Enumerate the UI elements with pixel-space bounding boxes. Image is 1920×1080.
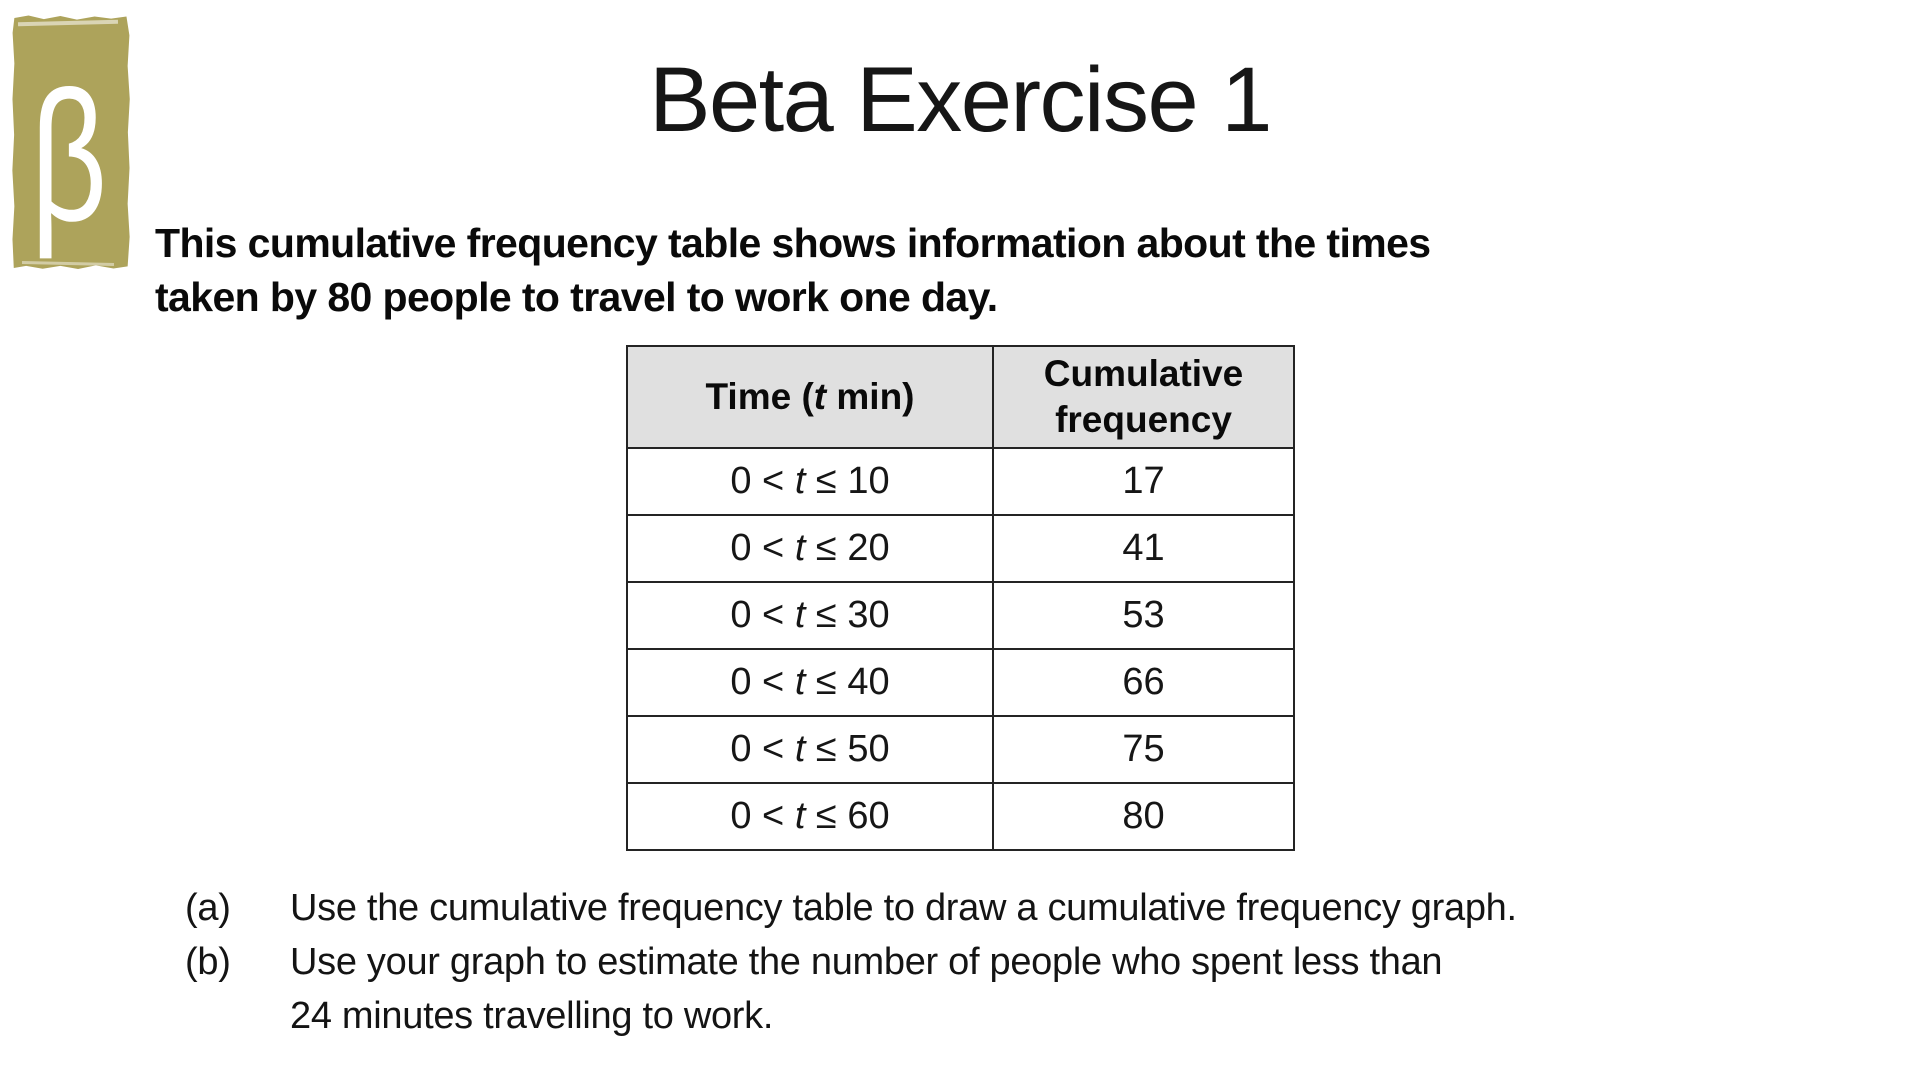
beta-glyph-icon: β (30, 54, 108, 260)
question-a-text: Use the cumulative frequency table to dr… (290, 881, 1517, 935)
table-header-row: Time (t min) Cumulative frequency (626, 345, 1295, 449)
time-column-header: Time (t min) (626, 345, 994, 449)
time-interval-cell: 0 < t ≤ 50 (626, 715, 994, 784)
question-a-line-1: Use the cumulative frequency table to dr… (290, 887, 1517, 929)
interval-bound: ≤ 20 (805, 527, 890, 569)
interval-bound: ≤ 40 (805, 661, 890, 703)
frequency-header-line-2: frequency (1055, 399, 1232, 440)
time-header-text: Time ( (705, 376, 814, 417)
question-b: (b) Use your graph to estimate the numbe… (185, 935, 1517, 1043)
frequency-value-cell: 41 (992, 514, 1295, 583)
interval-prefix: 0 < (730, 594, 795, 636)
frequency-value-cell: 66 (992, 648, 1295, 717)
frequency-value-cell: 53 (992, 581, 1295, 650)
time-interval-cell: 0 < t ≤ 10 (626, 447, 994, 516)
question-b-line-1: Use your graph to estimate the number of… (290, 941, 1443, 983)
interval-prefix: 0 < (730, 795, 795, 837)
question-a: (a) Use the cumulative frequency table t… (185, 881, 1517, 935)
table-row: 0 < t ≤ 20 41 (626, 514, 1295, 583)
beta-logo: β (12, 15, 130, 269)
interval-variable: t (794, 460, 806, 502)
interval-variable: t (794, 594, 806, 636)
frequency-column-header: Cumulative frequency (992, 345, 1295, 449)
frequency-header-line-1: Cumulative (1043, 353, 1244, 394)
frequency-value-cell: 75 (992, 715, 1295, 784)
interval-prefix: 0 < (730, 460, 795, 502)
question-b-line-2: 24 minutes travelling to work. (290, 995, 774, 1037)
time-header-variable: t (813, 376, 827, 417)
time-interval-cell: 0 < t ≤ 30 (626, 581, 994, 650)
interval-prefix: 0 < (730, 527, 795, 569)
table-row: 0 < t ≤ 50 75 (626, 715, 1295, 784)
intro-line-2: taken by 80 people to travel to work one… (155, 274, 998, 320)
time-interval-cell: 0 < t ≤ 60 (626, 782, 994, 851)
frequency-value-cell: 80 (992, 782, 1295, 851)
question-b-label: (b) (185, 941, 231, 983)
intro-paragraph: This cumulative frequency table shows in… (155, 216, 1431, 324)
interval-variable: t (794, 728, 806, 770)
time-interval-cell: 0 < t ≤ 40 (626, 648, 994, 717)
time-header-unit: min) (826, 376, 915, 417)
table-row: 0 < t ≤ 40 66 (626, 648, 1295, 717)
table-row: 0 < t ≤ 30 53 (626, 581, 1295, 650)
interval-bound: ≤ 60 (805, 795, 890, 837)
interval-bound: ≤ 10 (805, 460, 890, 502)
question-a-label: (a) (185, 887, 231, 929)
question-list: (a) Use the cumulative frequency table t… (185, 881, 1517, 1043)
table-row: 0 < t ≤ 10 17 (626, 447, 1295, 516)
page-title: Beta Exercise 1 (649, 49, 1272, 151)
frequency-value-cell: 17 (992, 447, 1295, 516)
time-interval-cell: 0 < t ≤ 20 (626, 514, 994, 583)
interval-variable: t (794, 527, 806, 569)
interval-bound: ≤ 30 (805, 594, 890, 636)
interval-variable: t (794, 661, 806, 703)
cumulative-frequency-table: Time (t min) Cumulative frequency 0 < t … (626, 345, 1295, 851)
question-b-text: Use your graph to estimate the number of… (290, 935, 1443, 1043)
interval-prefix: 0 < (730, 661, 795, 703)
intro-line-1: This cumulative frequency table shows in… (155, 220, 1431, 266)
interval-prefix: 0 < (730, 728, 795, 770)
interval-bound: ≤ 50 (805, 728, 890, 770)
table-row: 0 < t ≤ 60 80 (626, 782, 1295, 851)
interval-variable: t (794, 795, 806, 837)
